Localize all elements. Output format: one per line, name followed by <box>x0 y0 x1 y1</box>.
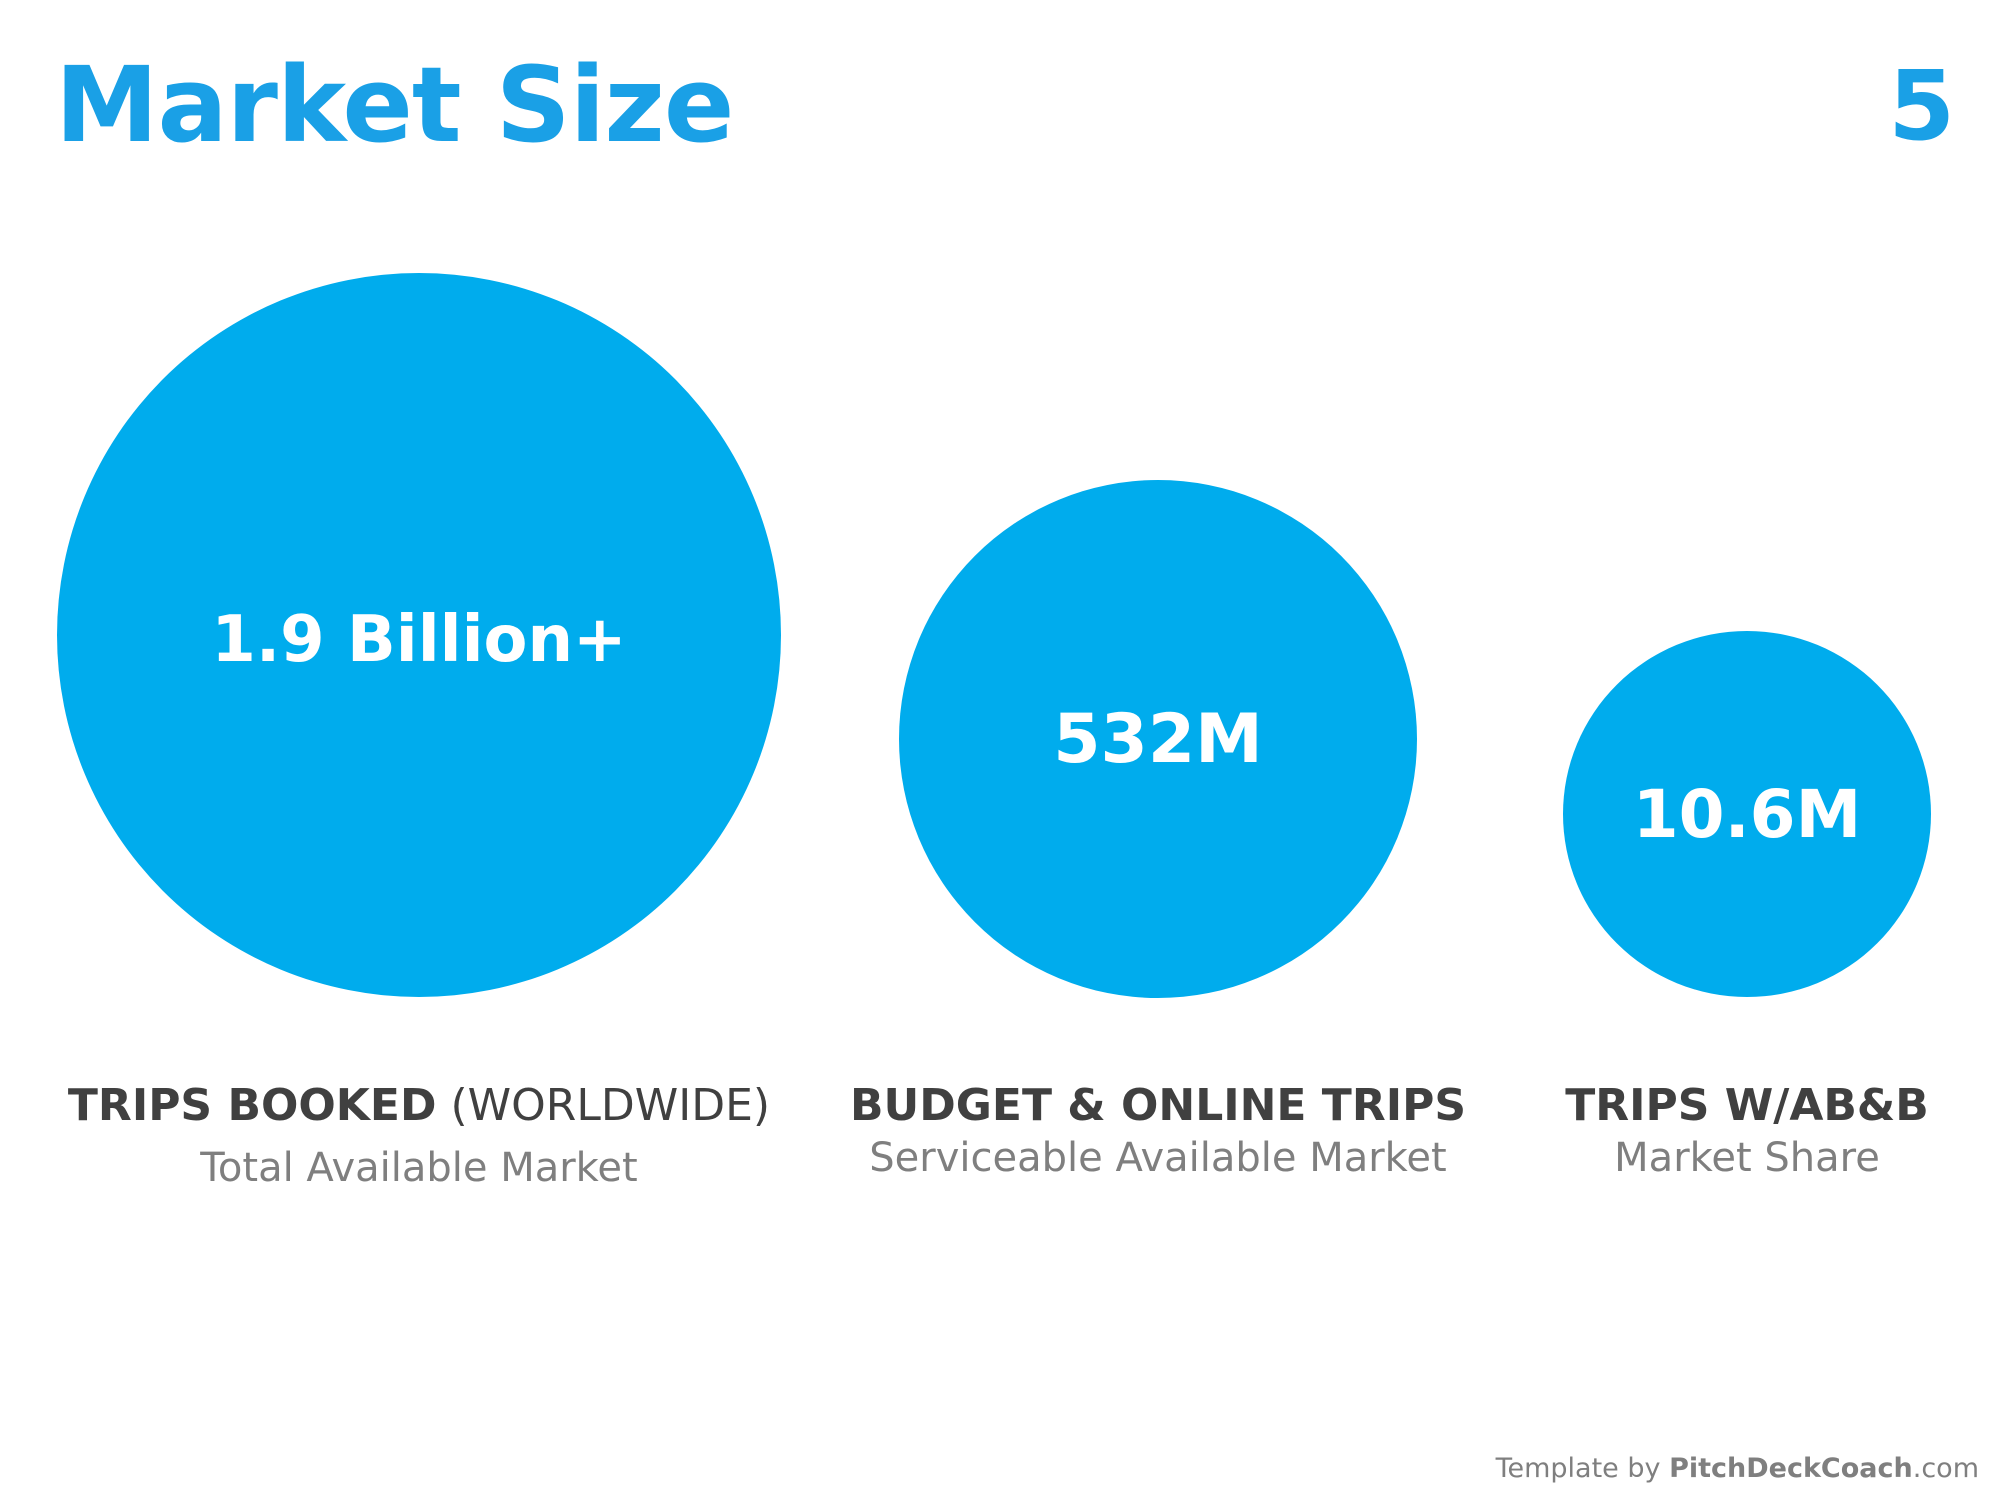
sam-label-bold: BUDGET & ONLINE TRIPS <box>849 1080 1467 1131</box>
credit-suffix: .com <box>1912 1453 1979 1484</box>
sam-label: BUDGET & ONLINE TRIPS Serviceable Availa… <box>808 1080 1508 1181</box>
sam-value: 532M <box>1053 699 1263 779</box>
sam-circle: 532M <box>899 480 1417 998</box>
credit-prefix: Template by <box>1495 1453 1670 1484</box>
som-label-bold: TRIPS W/AB&B <box>1565 1080 1929 1131</box>
som-label: TRIPS W/AB&B Market Share <box>1497 1080 1997 1181</box>
credit-brand: PitchDeckCoach <box>1669 1453 1913 1484</box>
tam-subtitle: Total Available Market <box>200 1145 638 1191</box>
tam-circle: 1.9 Billion+ <box>57 273 781 997</box>
som-circle: 10.6M <box>1563 631 1931 997</box>
sam-subtitle: Serviceable Available Market <box>869 1135 1447 1181</box>
tam-label-normal: (WORLDWIDE) <box>436 1080 771 1131</box>
page-title: Market Size <box>55 44 734 166</box>
tam-value: 1.9 Billion+ <box>211 603 627 677</box>
som-value: 10.6M <box>1632 775 1862 853</box>
template-credit: Template by PitchDeckCoach.com <box>1496 1453 1979 1484</box>
tam-label: TRIPS BOOKED (WORLDWIDE) Total Available… <box>19 1080 819 1191</box>
som-subtitle: Market Share <box>1614 1135 1880 1181</box>
slide-number: 5 <box>1888 50 1955 162</box>
tam-label-bold: TRIPS BOOKED <box>67 1080 437 1131</box>
